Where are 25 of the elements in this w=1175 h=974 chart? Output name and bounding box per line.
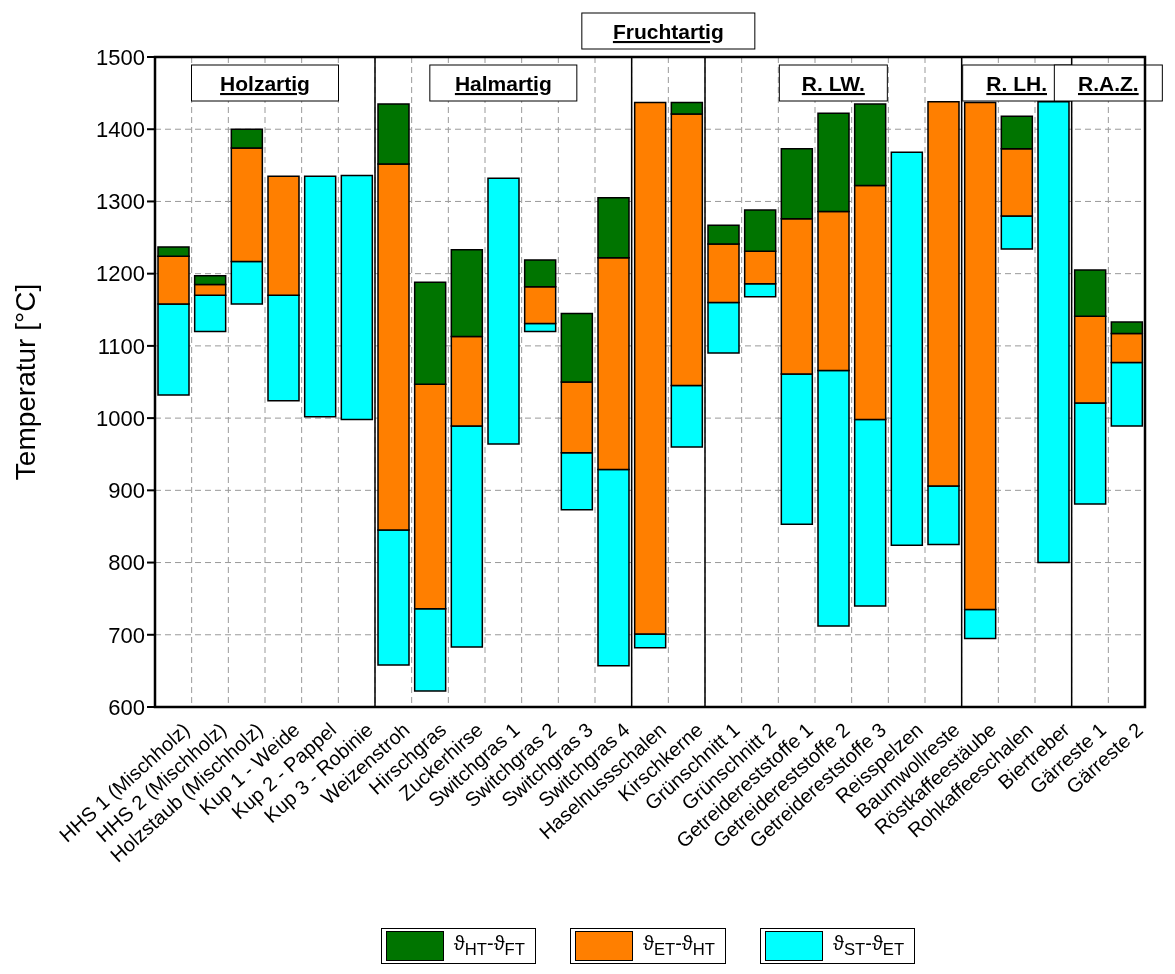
y-tick-label: 900 — [108, 478, 145, 504]
annotation: R.A.Z. — [1078, 72, 1139, 95]
legend-label: ϑ$_{HT}$-ϑ$_{FT}$ — [453, 932, 525, 960]
y-tick-label: 1500 — [96, 44, 145, 70]
bar — [340, 174, 374, 421]
text: Fruchtartig — [612, 20, 724, 43]
bar — [890, 151, 924, 546]
y-axis-title: Temperatur [°C] — [9, 283, 41, 481]
bar — [487, 177, 520, 445]
y-tick-label: 1200 — [96, 261, 145, 287]
legend-label: ϑ$_{ST}$-ϑ$_{ET}$ — [833, 932, 905, 960]
annotation: R. LW. — [801, 72, 865, 95]
annotation: R. LH. — [986, 72, 1047, 95]
y-tick-label: 1100 — [97, 333, 145, 359]
legend-label: ϑ$_{ET}$-ϑ$_{HT}$ — [642, 932, 715, 960]
annotation: Holzartig — [220, 72, 310, 95]
y-tick-label: 1300 — [96, 189, 145, 215]
y-tick-label: 1400 — [96, 117, 145, 143]
y-tick-label: 800 — [108, 550, 145, 576]
annotation: Halmartig — [454, 72, 552, 95]
y-tick-label: 600 — [108, 694, 145, 720]
y-tick-label: 700 — [108, 622, 145, 648]
bar — [1037, 101, 1070, 564]
y-tick-label: 1000 — [96, 405, 145, 431]
bar — [303, 175, 337, 418]
